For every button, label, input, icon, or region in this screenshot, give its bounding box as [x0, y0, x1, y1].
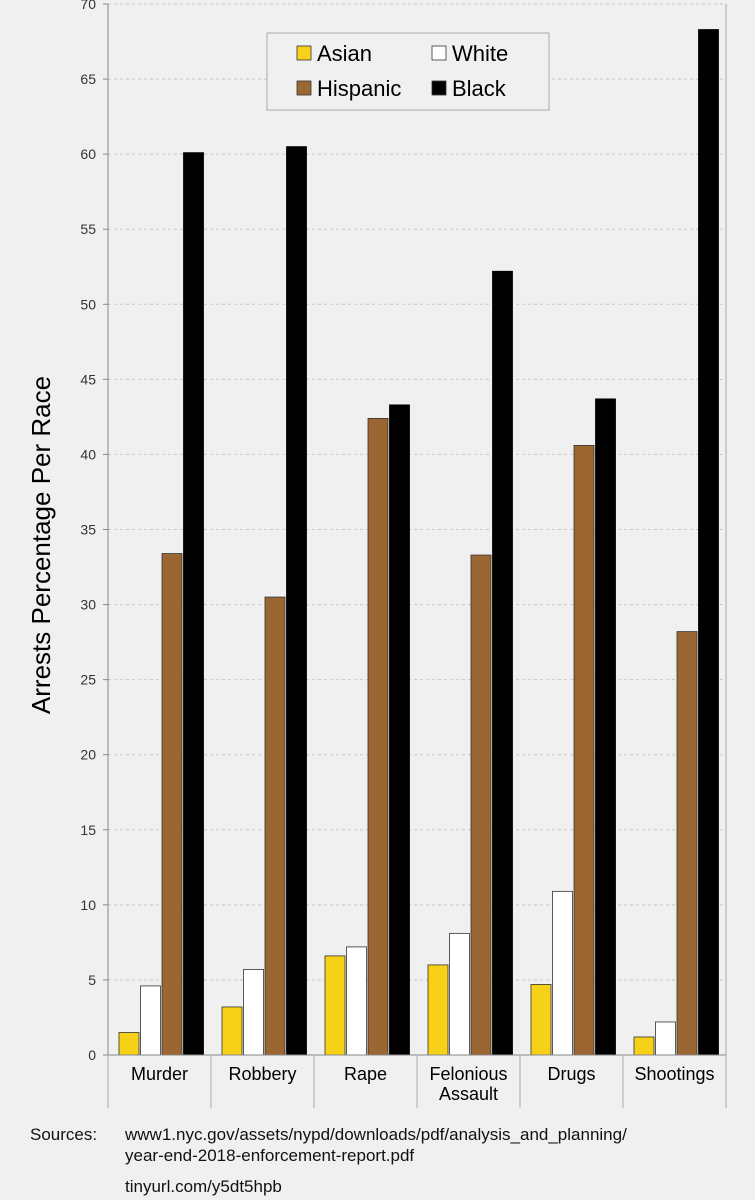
bar-asian	[324, 955, 346, 1056]
y-tick-label: 0	[88, 1047, 96, 1063]
source-link-1[interactable]: www1.nyc.gov/assets/nypd/downloads/pdf/a…	[125, 1125, 627, 1144]
bar-black	[595, 398, 616, 1056]
bar-asian	[427, 964, 449, 1056]
y-tick-label: 55	[80, 221, 96, 237]
bar-white	[243, 969, 264, 1056]
y-tick-label: 5	[88, 972, 96, 988]
y-axis-ticks: 0 5 10 15 20 25 30 35 40 45 50 55 60 65 70	[80, 0, 108, 1063]
y-axis-label: Arrests Percentage Per Race	[26, 376, 56, 714]
bars	[118, 29, 719, 1056]
y-tick-label: 20	[80, 747, 96, 763]
bar-white	[346, 946, 367, 1056]
y-tick-label: 70	[80, 0, 96, 12]
bar-hispanic	[161, 553, 183, 1056]
x-category-label: Shootings	[634, 1064, 714, 1084]
y-tick-label: 25	[80, 672, 96, 688]
legend-swatch-black	[431, 80, 447, 96]
bar-black	[492, 270, 513, 1056]
legend-swatch-asian	[296, 45, 312, 61]
y-tick-label: 10	[80, 897, 96, 913]
x-category-label: Murder	[131, 1064, 188, 1084]
y-tick-label: 35	[80, 522, 96, 538]
bar-white	[552, 890, 573, 1056]
bar-white	[655, 1021, 676, 1056]
source-link-3[interactable]: tinyurl.com/y5dt5hpb	[125, 1177, 282, 1196]
bar-asian	[221, 1006, 243, 1056]
y-tick-label: 30	[80, 597, 96, 613]
y-tick-label: 50	[80, 296, 96, 312]
bar-black	[286, 146, 307, 1056]
y-tick-label: 45	[80, 371, 96, 387]
x-category-label: Felonious Assault	[429, 1064, 507, 1104]
y-tick-label: 40	[80, 446, 96, 462]
legend-swatch-white	[431, 45, 447, 61]
x-category-label: Rape	[344, 1064, 387, 1084]
bar-asian	[118, 1032, 140, 1056]
x-category-label: Robbery	[228, 1064, 296, 1084]
legend-label-hispanic: Hispanic	[317, 76, 401, 101]
bar-white	[449, 932, 470, 1056]
bar-hispanic	[367, 417, 389, 1056]
legend-box	[266, 32, 550, 111]
bar-hispanic	[676, 631, 698, 1056]
bar-hispanic	[264, 596, 286, 1056]
bar-hispanic	[470, 554, 492, 1056]
bar-white	[140, 985, 161, 1056]
y-tick-label: 15	[80, 822, 96, 838]
bar-asian	[633, 1036, 655, 1056]
bar-black	[389, 404, 410, 1056]
bar-black	[698, 29, 719, 1056]
source-link-2[interactable]: year-end-2018-enforcement-report.pdf	[125, 1146, 415, 1165]
legend-label-black: Black	[452, 76, 507, 101]
y-tick-label: 65	[80, 71, 96, 87]
legend: Asian White Hispanic Black	[266, 32, 550, 111]
sources-label: Sources:	[30, 1125, 98, 1144]
legend-label-white: White	[452, 41, 508, 66]
legend-label-asian: Asian	[317, 41, 372, 66]
x-axis-categories: Murder Robbery Rape Felonious Assault Drugs Sh…	[107, 1055, 727, 1108]
bar-black	[183, 152, 204, 1056]
y-tick-label: 60	[80, 146, 96, 162]
legend-swatch-hispanic	[296, 80, 312, 96]
bar-hispanic	[573, 445, 595, 1056]
x-category-label: Drugs	[547, 1064, 595, 1084]
grid-lines	[108, 3, 726, 1055]
bar-asian	[530, 984, 552, 1056]
